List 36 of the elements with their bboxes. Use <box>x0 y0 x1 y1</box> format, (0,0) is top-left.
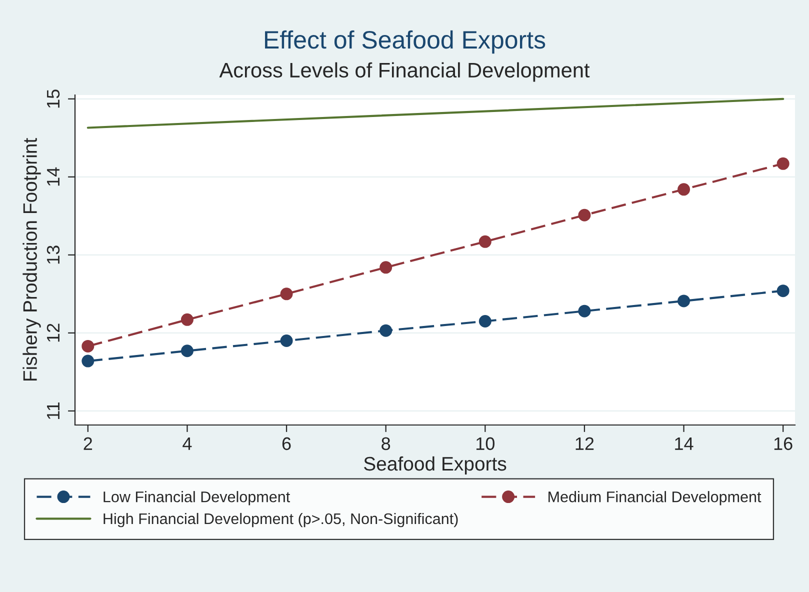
point <box>678 294 690 308</box>
point <box>280 288 293 300</box>
y-tick-label: 11 <box>47 402 60 419</box>
point <box>578 208 591 222</box>
point <box>776 284 790 298</box>
x-tick-label: 4 <box>182 437 192 450</box>
point <box>678 183 690 196</box>
legend-label: Medium Financial Development <box>548 491 762 506</box>
point <box>280 334 293 347</box>
x-tick-label: 14 <box>675 437 694 450</box>
legend-label: Low Financial Development <box>104 491 290 506</box>
x-tick-label: 12 <box>576 437 594 450</box>
point <box>380 261 392 274</box>
x-tick-label: 6 <box>282 437 291 450</box>
y-tick-label: 13 <box>46 246 60 264</box>
y-tick-label: 15 <box>47 90 60 108</box>
point <box>180 313 194 326</box>
point <box>776 157 790 170</box>
chart-title: Effect of Seafood Exports <box>265 30 546 54</box>
point <box>380 324 392 337</box>
point <box>478 235 492 248</box>
point <box>478 314 492 328</box>
y-tick-label: 12 <box>46 324 60 342</box>
x-axis-title: Seafood Exports <box>364 456 506 475</box>
chart-subtitle: Across Levels of Financial Development <box>219 62 590 82</box>
x-tick-label: 2 <box>84 437 92 450</box>
y-tick-label: 14 <box>47 167 60 186</box>
x-tick-label: 10 <box>476 437 494 450</box>
point <box>82 354 94 368</box>
x-tick-label: 16 <box>774 437 792 450</box>
legend-label: High Financial Development (p>.05, Non-Significant) <box>104 512 458 528</box>
point <box>578 304 591 318</box>
x-tick-label: 8 <box>382 437 390 450</box>
point <box>180 344 194 358</box>
y-axis-title: Fishery Production Footprint <box>22 138 41 381</box>
point <box>82 340 94 352</box>
